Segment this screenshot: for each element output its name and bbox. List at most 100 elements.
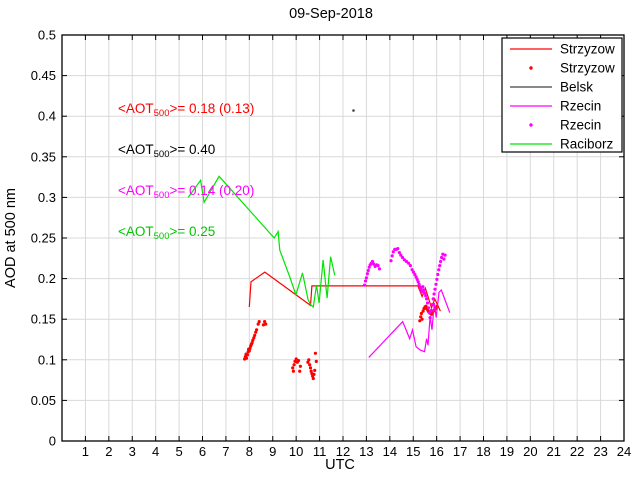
axes-frame [61, 34, 625, 442]
x-tick-label: 9 [269, 444, 276, 459]
series-rzecin-line [368, 288, 451, 358]
data-point [424, 294, 428, 298]
x-tick-label: 5 [175, 444, 182, 459]
x-tick-label: 21 [547, 444, 561, 459]
series-strzyzow-line [248, 271, 441, 312]
data-point [436, 272, 440, 277]
aot-mean-annotation: <AOT500>= 0.18 (0.13) [118, 101, 254, 119]
data-point [396, 247, 400, 251]
x-tick-label: 17 [453, 444, 467, 459]
data-point [414, 275, 418, 279]
data-point [367, 265, 371, 269]
data-point [257, 320, 261, 324]
data-point [264, 322, 268, 326]
data-point [419, 287, 423, 291]
data-point [296, 359, 301, 363]
y-tick-label: 0.15 [31, 312, 56, 327]
series-path [368, 288, 451, 358]
y-tick-label: 0.35 [31, 149, 56, 164]
data-point [365, 272, 369, 276]
x-tick-label: 8 [246, 444, 253, 459]
data-point [292, 363, 296, 367]
y-tick-label: 0.45 [31, 68, 56, 83]
data-point [426, 306, 431, 310]
data-point [391, 250, 395, 254]
data-point [253, 333, 257, 337]
data-point [363, 279, 368, 283]
data-point [423, 291, 427, 295]
data-point [432, 292, 436, 296]
data-point [437, 268, 441, 272]
data-point [248, 346, 252, 350]
x-tick-label: 13 [359, 444, 373, 459]
legend: Strzyzow Strzyzow Belsk Rzecin Rzecin Racibor… [501, 37, 623, 153]
data-point [431, 297, 435, 301]
y-tick-label: 0.4 [38, 109, 56, 124]
series-raciborz-line [187, 175, 336, 309]
x-tick-label: 24 [617, 444, 631, 459]
data-point [420, 317, 424, 321]
chart-title: 09-Sep-2018 [289, 6, 373, 22]
y-tick-label: 0.25 [31, 231, 56, 246]
data-point [312, 372, 316, 376]
data-point [421, 309, 425, 313]
x-tick-label: 4 [152, 444, 159, 459]
aot-mean-annotation: <AOT500>= 0.25 [118, 224, 215, 242]
data-point [250, 341, 254, 345]
legend-entry-belsk-line: Belsk [510, 80, 593, 95]
data-point [434, 282, 438, 286]
data-point [377, 267, 382, 271]
data-point [443, 253, 447, 257]
data-point [425, 301, 430, 305]
series-path [187, 175, 336, 309]
data-point [372, 262, 376, 266]
data-point [263, 320, 267, 324]
data-point [413, 272, 417, 277]
data-point [411, 270, 416, 274]
data-point [308, 363, 312, 367]
y-tick-label: 0.3 [38, 190, 56, 205]
x-tick-label: 1 [82, 444, 89, 459]
data-series [187, 109, 451, 381]
data-point [251, 338, 255, 342]
x-tick-label: 22 [570, 444, 584, 459]
x-tick-label: 20 [523, 444, 537, 459]
series-rzecin-dot [362, 247, 447, 320]
legend-label: Strzyzow [560, 61, 615, 76]
data-point [309, 369, 313, 373]
data-point [407, 261, 411, 265]
legend-dot-sample [529, 123, 533, 127]
data-point [408, 264, 412, 268]
data-point [439, 259, 443, 264]
y-tick-label: 0.5 [38, 28, 56, 43]
tick-labels: 1 2 3 4 5 6 7 8 9 10 11 12 13 14 15 16 17 18 19 20 21 22 23 240… [31, 28, 632, 460]
data-point [254, 330, 258, 334]
data-point [399, 253, 403, 257]
data-point [417, 282, 421, 286]
data-point [291, 366, 295, 370]
data-point [306, 360, 310, 364]
data-point [424, 304, 428, 308]
x-tick-label: 10 [289, 444, 303, 459]
data-point [308, 366, 313, 370]
x-tick-label: 23 [593, 444, 607, 459]
legend-entry-strzyzow-line: Strzyzow [510, 42, 615, 57]
data-point [364, 276, 368, 280]
data-point [298, 369, 302, 373]
data-point [313, 368, 317, 372]
legend-entry-rzecin-dot: Rzecin [529, 118, 601, 133]
data-point [294, 357, 298, 361]
data-point [428, 316, 432, 320]
data-point [376, 264, 380, 268]
legend-entry-strzyzow-dot: Strzyzow [529, 61, 615, 76]
data-point [438, 264, 442, 268]
x-tick-label: 7 [222, 444, 229, 459]
data-point [291, 369, 295, 373]
data-point [370, 259, 375, 264]
data-point [425, 297, 429, 301]
y-tick-label: 0 [49, 434, 56, 449]
data-point [352, 109, 355, 112]
data-point [419, 315, 423, 319]
